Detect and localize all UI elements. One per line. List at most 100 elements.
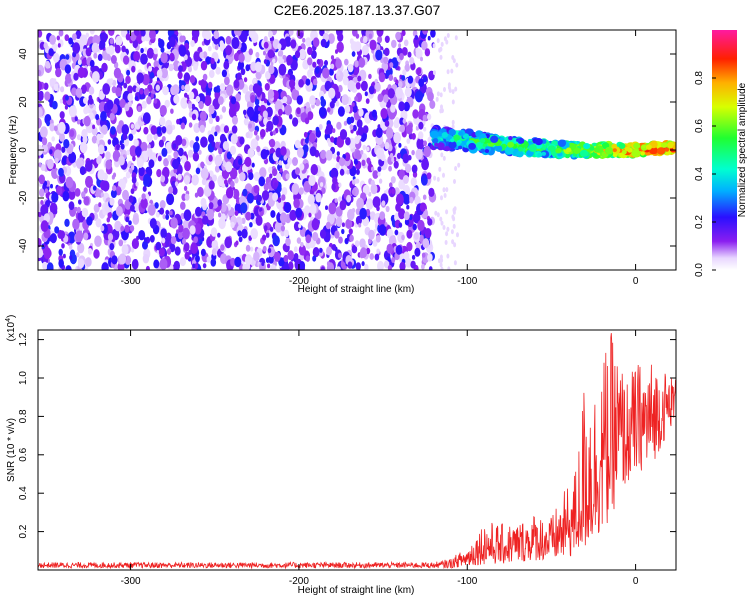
noise-cell <box>120 143 125 150</box>
noise-cell <box>439 46 443 52</box>
signal-cell <box>516 138 521 143</box>
noise-cell <box>277 197 282 203</box>
noise-cell <box>451 99 455 105</box>
noise-cell <box>355 208 361 216</box>
noise-cell <box>335 49 338 54</box>
noise-cell <box>209 69 215 79</box>
noise-cell <box>366 146 370 152</box>
noise-cell <box>242 188 248 197</box>
noise-cell <box>188 66 192 73</box>
noise-cell <box>399 261 406 270</box>
spectrogram-signal-track <box>429 124 676 160</box>
noise-cell <box>278 108 283 116</box>
noise-cell <box>42 144 48 153</box>
noise-cell <box>365 98 370 104</box>
noise-cell <box>169 52 175 61</box>
noise-cell <box>225 45 233 56</box>
noise-cell <box>223 60 230 70</box>
noise-cell <box>248 123 252 129</box>
noise-cell <box>56 185 63 196</box>
noise-cell <box>122 189 129 201</box>
noise-cell <box>245 132 250 139</box>
noise-cell <box>50 233 57 244</box>
noise-cell <box>158 247 165 257</box>
noise-cell <box>410 260 416 269</box>
noise-cell <box>403 211 410 221</box>
noise-cell <box>178 147 184 157</box>
noise-cell <box>48 48 54 57</box>
noise-cell <box>335 58 342 69</box>
noise-cell <box>268 166 273 174</box>
noise-cell <box>390 176 396 184</box>
noise-cell <box>404 63 410 72</box>
spectrogram-panel: -300 -200 -100 0 40 20 0 -20 -40 Height of stra… <box>8 29 677 295</box>
noise-cell <box>131 259 139 270</box>
x-tick-label: -300 <box>121 276 141 287</box>
noise-cell <box>83 196 90 206</box>
noise-cell <box>296 95 303 105</box>
noise-cell <box>183 72 191 82</box>
noise-cell <box>249 246 254 252</box>
signal-cell <box>565 147 572 153</box>
noise-cell <box>309 146 317 157</box>
noise-cell <box>114 220 122 232</box>
noise-cell <box>100 225 105 232</box>
noise-cell <box>297 116 302 123</box>
noise-cell <box>92 71 100 83</box>
noise-cell <box>445 231 449 237</box>
snr-y-ticks: 0.2 0.4 0.6 0.8 1.0 1.2 <box>18 332 676 539</box>
signal-cell <box>656 147 666 155</box>
noise-cell <box>421 158 429 171</box>
noise-cell <box>436 91 440 97</box>
noise-cell <box>285 173 290 180</box>
noise-cell <box>347 261 353 269</box>
noise-cell <box>40 200 44 205</box>
noise-cell <box>359 207 367 220</box>
noise-cell <box>183 242 190 252</box>
noise-cell <box>361 45 369 56</box>
spectrogram-y-label: Frequency (Hz) <box>8 116 19 185</box>
noise-cell <box>440 266 444 270</box>
noise-cell <box>401 47 408 56</box>
noise-cell <box>248 172 254 181</box>
noise-cell <box>160 67 168 79</box>
noise-cell <box>122 133 128 141</box>
noise-cell <box>206 256 211 263</box>
noise-cell <box>77 258 85 269</box>
noise-cell <box>132 215 140 225</box>
noise-cell <box>344 105 351 114</box>
noise-cell <box>272 192 279 202</box>
signal-cell <box>548 145 556 152</box>
noise-cell <box>429 100 436 109</box>
signal-cell <box>534 138 543 146</box>
noise-cell <box>38 174 45 185</box>
noise-cell <box>246 193 254 204</box>
noise-cell <box>396 152 402 159</box>
noise-cell <box>61 146 66 153</box>
signal-cell <box>594 147 600 153</box>
noise-cell <box>188 91 195 100</box>
noise-cell <box>53 125 58 132</box>
noise-cell <box>155 241 162 251</box>
noise-cell <box>193 236 198 244</box>
noise-cell <box>250 94 256 103</box>
noise-cell <box>299 32 304 38</box>
noise-cell <box>440 152 444 158</box>
noise-cell <box>180 201 186 210</box>
noise-cell <box>126 69 131 76</box>
noise-cell <box>101 124 108 135</box>
noise-cell <box>175 135 183 146</box>
noise-cell <box>148 65 153 72</box>
noise-cell <box>77 242 85 254</box>
signal-cell <box>641 144 646 149</box>
signal-cell <box>448 141 457 149</box>
noise-cell <box>142 185 147 192</box>
noise-cell <box>388 74 394 81</box>
noise-cell <box>418 78 425 87</box>
noise-cell <box>105 159 112 170</box>
noise-cell <box>112 185 117 192</box>
noise-cell <box>401 74 406 81</box>
noise-cell <box>139 88 144 95</box>
noise-cell <box>38 91 44 102</box>
noise-cell <box>101 180 110 192</box>
